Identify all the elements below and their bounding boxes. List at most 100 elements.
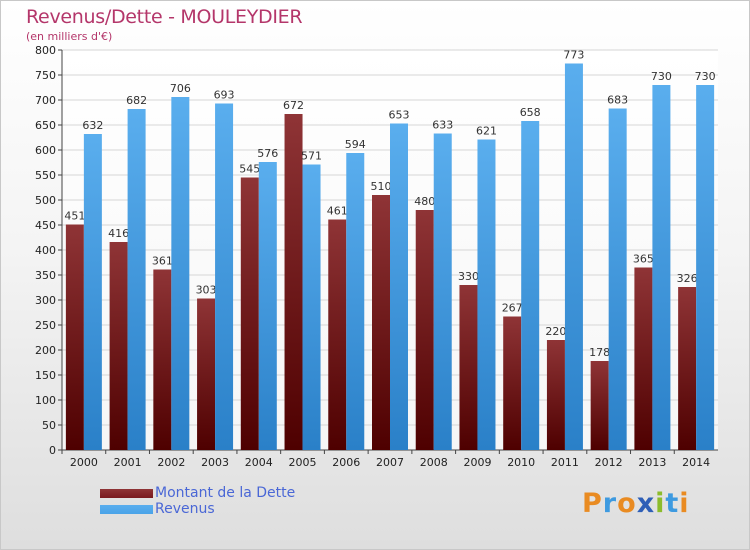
y-tick-label: 250 (35, 319, 56, 332)
y-tick-label: 0 (49, 444, 56, 457)
x-tick-label: 2010 (507, 456, 535, 469)
data-label-dette: 416 (108, 227, 129, 240)
data-label-revenus: 571 (301, 150, 322, 163)
bar-revenus (302, 164, 321, 450)
bar-dette (197, 298, 216, 450)
bar-revenus (215, 103, 234, 450)
legend-label-dette: Montant de la Dette (155, 485, 296, 501)
x-tick-label: 2011 (551, 456, 579, 469)
chart-subtitle: (en milliers d'€) (26, 30, 113, 43)
legend-swatch-revenus (100, 505, 153, 514)
data-label-revenus: 682 (126, 94, 147, 107)
bar-revenus (390, 123, 408, 450)
y-tick-label: 400 (35, 244, 56, 257)
y-tick-label: 750 (35, 69, 56, 82)
bar-revenus (127, 109, 146, 450)
bar-revenus (83, 134, 102, 450)
data-label-dette: 361 (152, 255, 173, 268)
data-label-dette: 303 (196, 284, 217, 297)
data-label-revenus: 632 (82, 119, 103, 132)
data-label-dette: 326 (677, 272, 698, 285)
y-tick-label: 650 (35, 119, 56, 132)
y-tick-label: 100 (35, 394, 56, 407)
data-label-dette: 461 (327, 205, 348, 218)
data-label-revenus: 730 (695, 70, 716, 83)
data-label-revenus: 683 (607, 94, 628, 107)
bar-dette (372, 195, 390, 450)
x-tick-label: 2006 (332, 456, 360, 469)
data-label-dette: 220 (545, 325, 566, 338)
data-label-dette: 178 (589, 346, 610, 359)
data-label-revenus: 693 (214, 89, 235, 102)
legend-label-revenus: Revenus (155, 501, 215, 517)
data-label-revenus: 658 (520, 106, 541, 119)
x-tick-label: 2007 (376, 456, 404, 469)
chart-title: Revenus/Dette - MOULEYDIER (26, 6, 303, 28)
bar-revenus (696, 85, 715, 450)
bar-dette (678, 287, 697, 450)
bar-dette (109, 242, 128, 450)
bar-dette (503, 316, 522, 450)
y-tick-label: 50 (42, 419, 56, 432)
x-tick-label: 2008 (420, 456, 448, 469)
data-label-revenus: 773 (563, 49, 584, 62)
x-tick-label: 2013 (638, 456, 666, 469)
bar-revenus (477, 139, 496, 450)
data-label-revenus: 621 (476, 125, 497, 138)
y-tick-label: 350 (35, 269, 56, 282)
data-label-dette: 267 (502, 302, 523, 315)
x-tick-label: 2012 (595, 456, 623, 469)
bar-dette (240, 177, 259, 450)
y-tick-label: 300 (35, 294, 56, 307)
x-tick-label: 2005 (289, 456, 317, 469)
bar-dette (459, 285, 478, 450)
data-label-revenus: 594 (345, 138, 366, 151)
data-label-revenus: 576 (257, 147, 278, 160)
x-tick-label: 2014 (682, 456, 710, 469)
bar-revenus (171, 97, 190, 450)
data-label-dette: 480 (414, 195, 435, 208)
data-label-dette: 545 (239, 163, 260, 176)
data-label-dette: 451 (64, 210, 85, 223)
y-tick-label: 500 (35, 194, 56, 207)
x-tick-label: 2001 (114, 456, 142, 469)
data-label-dette: 672 (283, 99, 304, 112)
y-tick-label: 200 (35, 344, 56, 357)
bar-dette (590, 361, 609, 450)
y-tick-label: 450 (35, 219, 56, 232)
bar-revenus (521, 121, 540, 450)
bar-dette (284, 114, 303, 450)
data-label-revenus: 730 (651, 70, 672, 83)
x-tick-label: 2004 (245, 456, 273, 469)
bar-revenus (652, 85, 671, 450)
bar-dette (153, 269, 172, 450)
proxiti-logo: Proxiti (582, 488, 690, 519)
bar-dette (634, 267, 653, 450)
bar-revenus (258, 162, 277, 450)
y-tick-label: 600 (35, 144, 56, 157)
bar-dette (328, 219, 347, 450)
legend-swatch-dette (100, 489, 153, 498)
data-label-dette: 510 (371, 180, 392, 193)
bar-revenus (608, 108, 627, 450)
x-tick-label: 2002 (157, 456, 185, 469)
data-label-revenus: 633 (432, 119, 453, 132)
x-tick-label: 2000 (70, 456, 98, 469)
bar-revenus (433, 133, 452, 450)
bar-dette (65, 224, 84, 450)
y-tick-label: 550 (35, 169, 56, 182)
data-label-dette: 330 (458, 270, 479, 283)
data-label-revenus: 706 (170, 82, 191, 95)
bar-dette (415, 210, 434, 450)
y-tick-label: 700 (35, 94, 56, 107)
y-tick-label: 150 (35, 369, 56, 382)
data-label-dette: 365 (633, 253, 654, 266)
y-tick-label: 800 (35, 44, 56, 57)
data-label-revenus: 653 (389, 109, 410, 122)
x-tick-label: 2009 (463, 456, 491, 469)
bar-revenus (564, 63, 583, 450)
bar-revenus (346, 153, 365, 450)
bar-dette (546, 340, 565, 450)
x-tick-label: 2003 (201, 456, 229, 469)
